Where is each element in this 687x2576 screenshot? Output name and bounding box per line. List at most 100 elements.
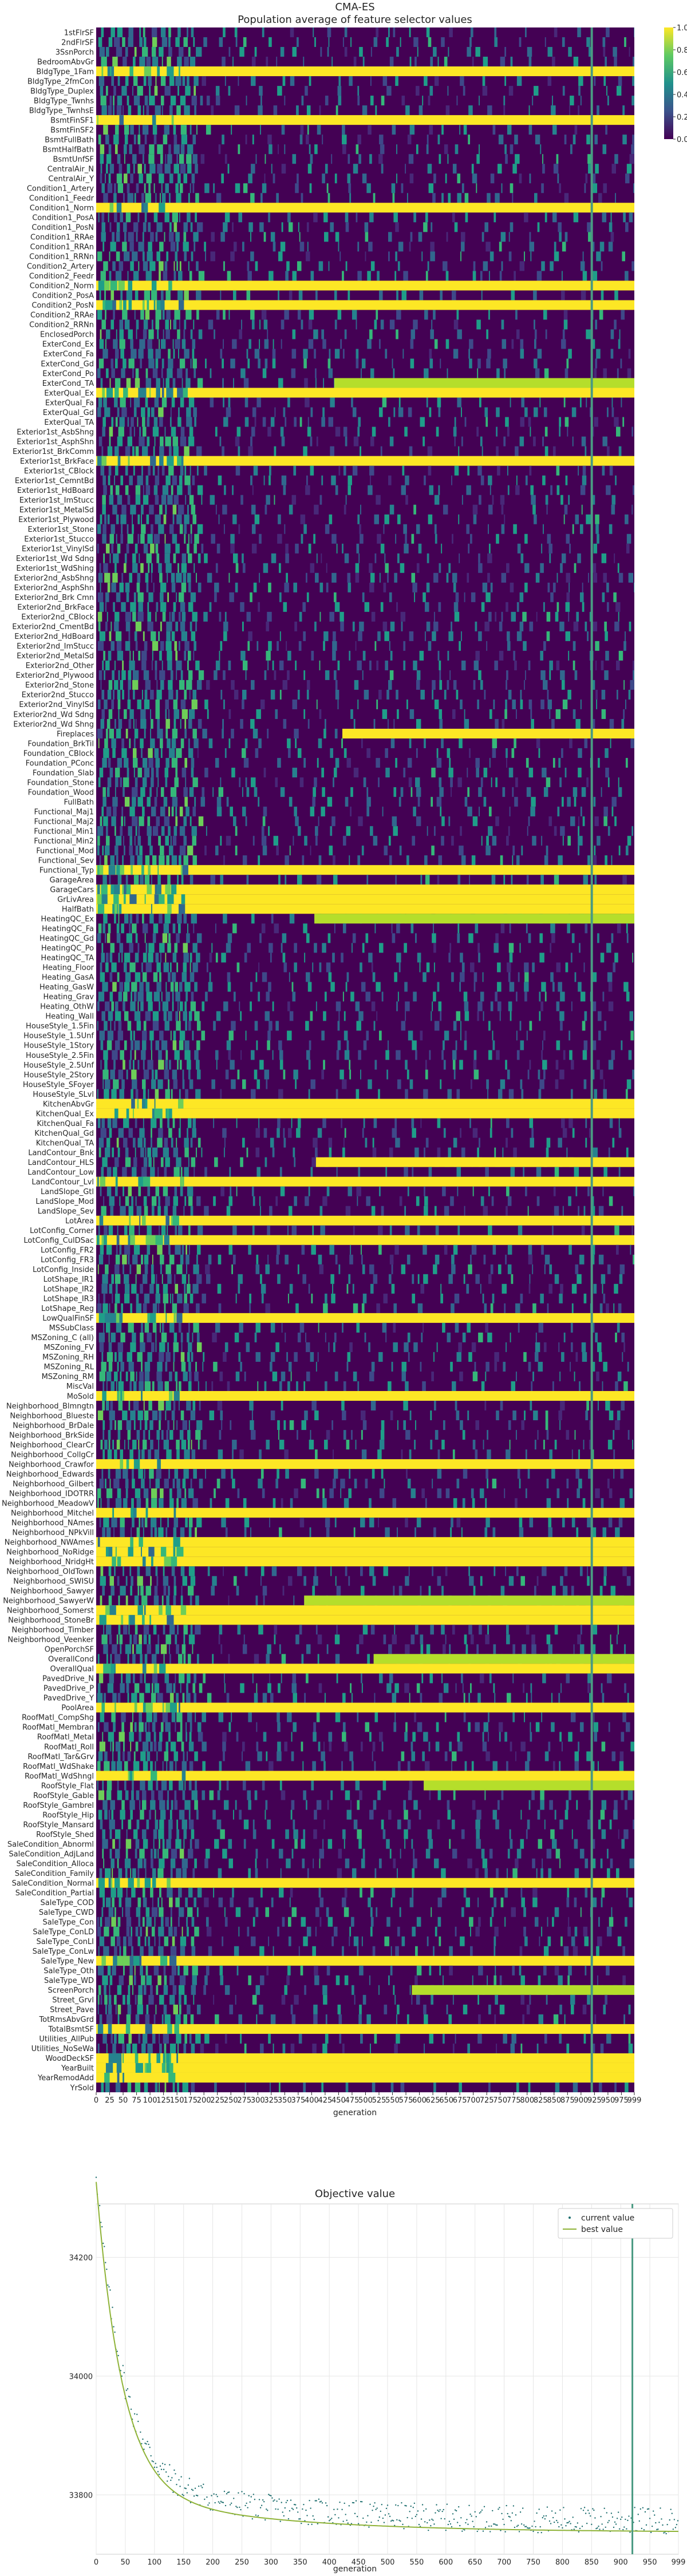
heatmap-cell bbox=[109, 251, 110, 262]
heatmap-cell bbox=[490, 1303, 493, 1313]
heatmap-cell bbox=[540, 670, 546, 680]
heatmap-cell bbox=[141, 203, 145, 213]
heatmap-cell bbox=[424, 1206, 428, 1216]
heatmap-cell bbox=[401, 1361, 406, 1372]
heatmap-cell bbox=[160, 1264, 162, 1274]
heatmap-cell bbox=[429, 358, 433, 369]
heatmap-cell bbox=[475, 923, 479, 934]
heatmap-cell bbox=[461, 1147, 465, 1157]
heatmap-cell bbox=[97, 1303, 102, 1313]
heatmap-cell bbox=[255, 1264, 260, 1274]
heatmap-cell bbox=[118, 670, 120, 680]
heatmap-cell bbox=[165, 777, 168, 788]
heatmap-cell bbox=[167, 592, 169, 602]
heatmap-cell bbox=[516, 855, 520, 866]
heatmap-cell bbox=[560, 670, 565, 680]
heatmap-cell bbox=[125, 212, 131, 223]
heatmap-cell bbox=[147, 436, 150, 447]
heatmap-cell bbox=[626, 543, 630, 554]
heatmap-cell bbox=[581, 436, 586, 447]
heatmap-cell bbox=[180, 436, 187, 447]
heatmap-cell bbox=[175, 1371, 178, 1381]
heatmap-cell bbox=[223, 631, 227, 641]
heatmap-cell bbox=[460, 251, 461, 262]
heatmap-cell bbox=[361, 1244, 362, 1255]
heatmap-cell bbox=[128, 456, 130, 466]
heatmap-cell bbox=[104, 855, 108, 866]
heatmap-cell bbox=[177, 417, 181, 427]
heatmap-cell bbox=[337, 660, 340, 670]
heatmap-cell bbox=[533, 290, 537, 301]
heatmap-cell bbox=[262, 846, 267, 856]
heatmap-row bbox=[101, 105, 625, 116]
heatmap-cell bbox=[159, 1225, 160, 1235]
heatmap-cell bbox=[432, 193, 436, 203]
heatmap-cell bbox=[613, 962, 616, 973]
heatmap-cell bbox=[164, 543, 171, 554]
heatmap-cell bbox=[357, 242, 360, 252]
heatmap-cell bbox=[167, 1118, 169, 1128]
heatmap-cell bbox=[413, 504, 416, 515]
heatmap-cell bbox=[114, 144, 118, 155]
heatmap-cell bbox=[101, 105, 107, 116]
heatmap-row bbox=[100, 1186, 634, 1196]
heatmap-cell bbox=[141, 1361, 143, 1372]
heatmap-cell bbox=[176, 1381, 178, 1391]
heatmap-cell bbox=[115, 1283, 118, 1294]
heatmap-cell bbox=[191, 504, 196, 515]
heatmap-cell bbox=[501, 261, 503, 271]
heatmap-cell bbox=[250, 1420, 254, 1431]
heatmap-cell bbox=[483, 1254, 486, 1265]
heatmap-cell bbox=[281, 319, 285, 330]
heatmap-cell bbox=[190, 524, 192, 534]
heatmap-cell bbox=[97, 1118, 101, 1128]
heatmap-cell bbox=[128, 232, 134, 242]
heatmap-cell bbox=[588, 164, 591, 174]
heatmap-cell bbox=[105, 729, 108, 739]
heatmap-cell bbox=[605, 125, 607, 135]
heatmap-cell bbox=[98, 1147, 101, 1157]
heatmap-cell bbox=[401, 1371, 406, 1381]
heatmap-cell bbox=[259, 222, 264, 232]
heatmap-cell bbox=[192, 777, 198, 788]
heatmap-cell bbox=[264, 1011, 270, 1021]
heatmap-cell bbox=[235, 37, 238, 48]
heatmap-cell bbox=[503, 875, 506, 885]
heatmap-cell bbox=[178, 1381, 181, 1391]
heatmap-cell bbox=[159, 173, 164, 184]
heatmap-cell bbox=[109, 164, 114, 174]
heatmap-cell bbox=[166, 388, 173, 398]
heatmap-cell bbox=[401, 96, 405, 106]
heatmap-cell bbox=[270, 417, 275, 427]
heatmap-row bbox=[102, 1400, 625, 1411]
heatmap-cell bbox=[472, 57, 474, 67]
heatmap-cell bbox=[155, 953, 159, 963]
heatmap-cell bbox=[322, 1196, 327, 1206]
heatmap-cell bbox=[191, 1440, 192, 1450]
heatmap-cell bbox=[410, 329, 416, 339]
heatmap-cell bbox=[108, 865, 116, 875]
heatmap-cell bbox=[161, 368, 163, 378]
heatmap-cell bbox=[180, 1167, 183, 1177]
heatmap-cell bbox=[374, 641, 377, 651]
heatmap-cell bbox=[413, 37, 418, 48]
heatmap-cell bbox=[264, 504, 267, 515]
heatmap-cell bbox=[539, 397, 541, 408]
heatmap-cell bbox=[116, 855, 119, 866]
heatmap-cell bbox=[184, 524, 187, 534]
heatmap-cell bbox=[183, 232, 187, 242]
heatmap-cell bbox=[301, 319, 303, 330]
heatmap-cell bbox=[548, 543, 552, 554]
heatmap-cell bbox=[116, 865, 120, 875]
heatmap-cell bbox=[294, 729, 299, 739]
heatmap-cell bbox=[176, 689, 179, 700]
heatmap-cell bbox=[222, 446, 224, 456]
heatmap-cell bbox=[143, 1137, 146, 1148]
heatmap-cell bbox=[272, 1050, 274, 1060]
heatmap-cell bbox=[194, 563, 195, 573]
heatmap-cell bbox=[330, 826, 333, 836]
heatmap-cell bbox=[181, 582, 187, 592]
heatmap-cell bbox=[290, 76, 295, 86]
heatmap-cell bbox=[187, 504, 189, 515]
heatmap-cell bbox=[504, 76, 507, 86]
